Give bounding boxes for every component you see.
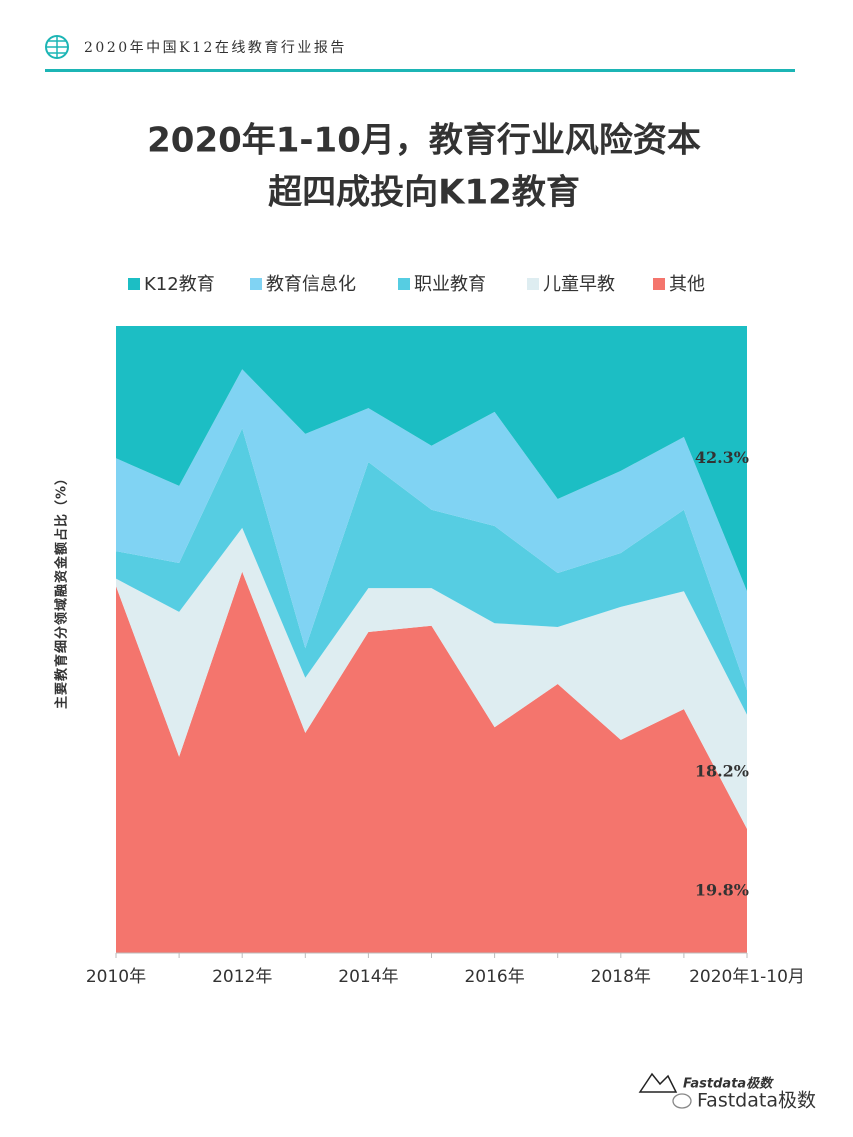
y-axis-label: 主要教育细分领域融资金额占比（%）	[54, 471, 70, 709]
logo-mark	[638, 1072, 678, 1093]
area	[116, 326, 747, 592]
x-tick-label: 2012年	[212, 967, 272, 987]
legend-swatch	[398, 278, 410, 290]
legend-label: K12教育	[144, 274, 215, 295]
header-icon-lines	[46, 36, 68, 58]
legend-swatch	[653, 278, 665, 290]
header-title: 2020年中国K12在线教育行业报告	[84, 40, 347, 56]
legend-swatch	[527, 278, 539, 290]
header-rule	[45, 69, 795, 72]
x-tick-label: 2016年	[464, 967, 524, 987]
value-label: 19.8%	[695, 880, 749, 899]
area	[116, 571, 747, 953]
area	[116, 428, 747, 715]
x-tick-label: 2020年1-10月	[689, 967, 805, 987]
x-tick-label: 2014年	[338, 967, 398, 987]
value-label: 18.2%	[695, 761, 749, 780]
legend-label: 职业教育	[414, 274, 486, 295]
legend-label: 其他	[669, 274, 705, 295]
area	[116, 527, 747, 829]
legend-swatch	[128, 278, 140, 290]
value-label: 42.3%	[695, 448, 749, 467]
chart-subtitle: 超四成投向K12教育	[268, 173, 580, 213]
chart-title: 2020年1-10月，教育行业风险资本	[147, 121, 701, 161]
legend-label: 教育信息化	[266, 274, 356, 295]
legend-swatch	[250, 278, 262, 290]
x-tick-label: 2018年	[591, 967, 651, 987]
legend-label: 儿童早教	[543, 274, 615, 295]
logo-text: Fastdata极数	[683, 1076, 774, 1092]
area	[116, 369, 747, 691]
wechat-icon	[672, 1093, 692, 1109]
x-tick-label: 2010年	[86, 967, 146, 987]
watermark: Fastdata极数	[697, 1090, 816, 1112]
